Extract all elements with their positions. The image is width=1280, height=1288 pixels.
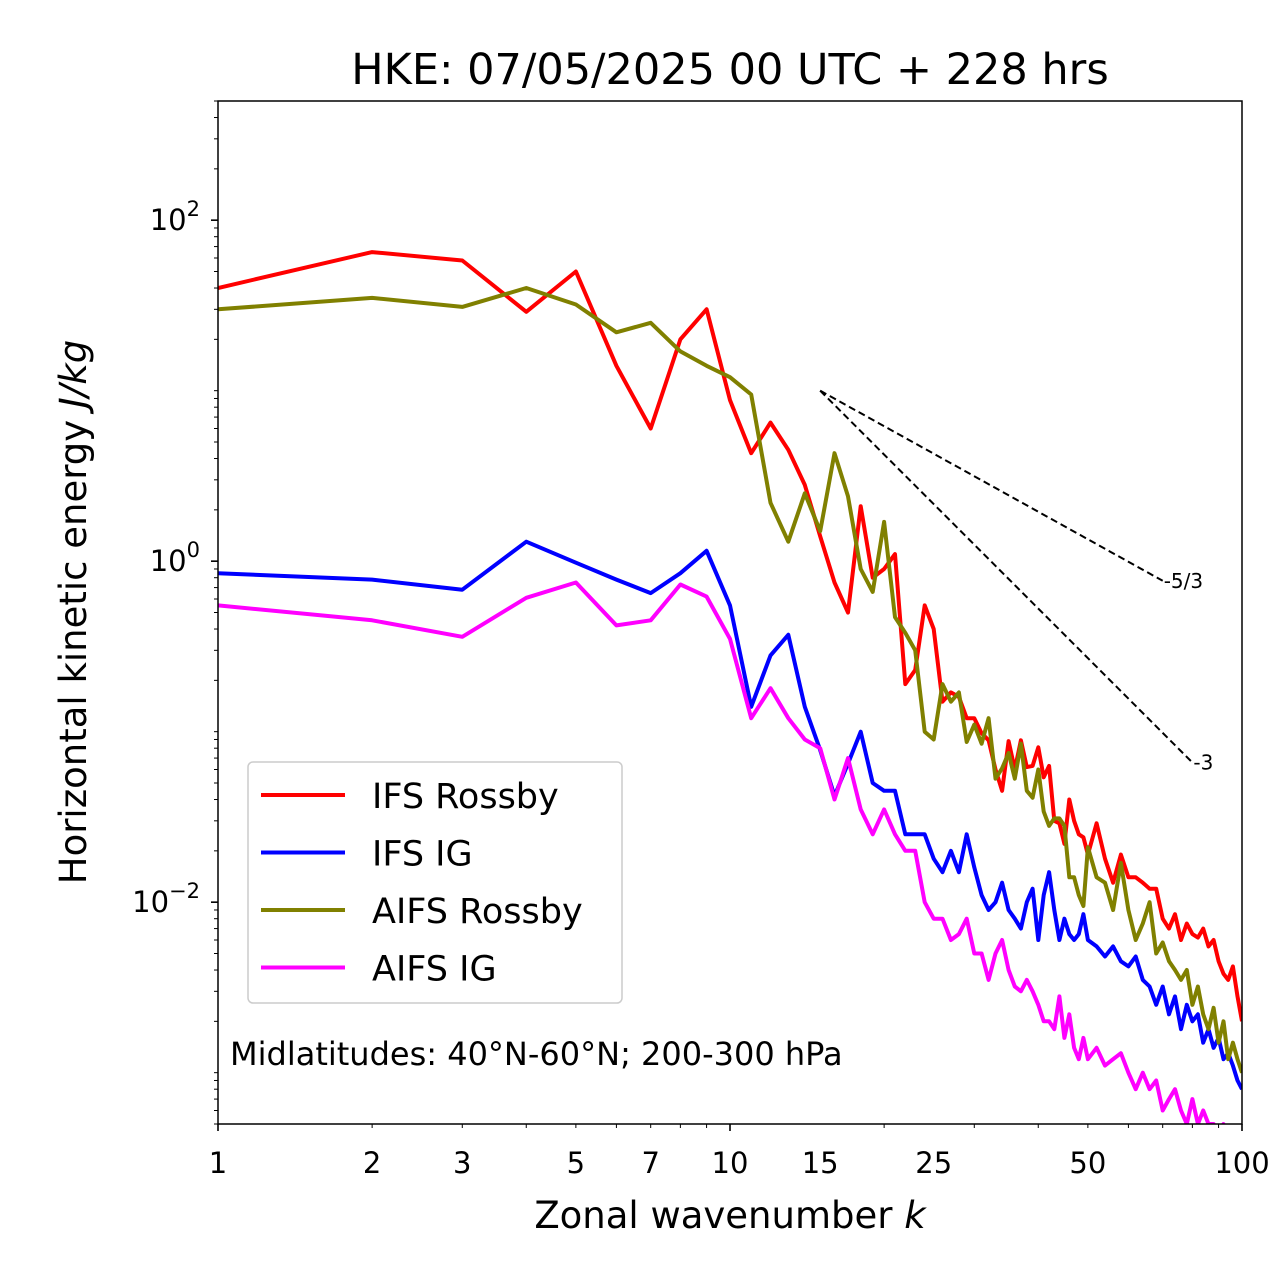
x-axis-title: Zonal wavenumber k <box>534 1194 927 1237</box>
x-axis-title-text: Zonal wavenumber <box>534 1194 893 1237</box>
reference-slopes: -5/3 -3 <box>819 389 1213 775</box>
series-line-0 <box>218 250 1242 1022</box>
plot-frame <box>217 100 1243 1125</box>
y-axis-title: Horizontal kinetic energy J/kg <box>52 340 95 884</box>
x-tick-label-5: 10 <box>712 1146 749 1180</box>
x-tick-label-2: 3 <box>453 1146 471 1180</box>
region-annotation: Midlatitudes: 40°N-60°N; 200-300 hPa <box>230 1035 843 1073</box>
x-tick-label-6: 15 <box>802 1146 839 1180</box>
slope-label-1: -3 <box>1193 751 1213 775</box>
legend-box <box>247 761 623 1004</box>
y-tick-label-1: 100 <box>150 538 200 578</box>
legend-label-1: IFS IG <box>372 835 473 875</box>
x-axis-title-variable: k <box>904 1194 927 1237</box>
series-line-2 <box>218 286 1242 1074</box>
x-tick-label-3: 5 <box>567 1146 585 1180</box>
legend-label-2: AIFS Rossby <box>372 892 583 932</box>
series-layer <box>218 250 1242 1124</box>
slope-label-0: -5/3 <box>1164 569 1203 593</box>
y-tick-label-2: 10−2 <box>132 879 200 919</box>
x-tick-label-7: 25 <box>915 1146 952 1180</box>
legend-label-0: IFS Rossby <box>372 777 559 817</box>
y-tick-label-0: 102 <box>150 197 200 237</box>
x-tick-label-1: 2 <box>363 1146 381 1180</box>
x-tick-label-4: 7 <box>641 1146 659 1180</box>
chart-title: HKE: 07/05/2025 00 UTC + 228 hrs <box>351 45 1108 95</box>
series-line-1 <box>218 539 1242 1091</box>
x-tick-label-8: 50 <box>1069 1146 1106 1180</box>
legend: IFS Rossby IFS IG AIFS Rossby AIFS IG <box>247 761 623 1004</box>
series-line-3 <box>218 580 1226 1124</box>
y-axis-title-text: Horizontal kinetic energy <box>52 420 95 884</box>
x-tick-label-9: 100 <box>1214 1146 1269 1180</box>
y-axis-title-units: J/kg <box>52 340 95 415</box>
legend-label-3: AIFS IG <box>372 950 497 990</box>
y-axis: 102 100 10−2 <box>132 100 218 1125</box>
x-tick-label-0: 1 <box>209 1146 227 1180</box>
x-axis: 1 2 3 5 7 10 15 25 50 100 <box>209 1124 1270 1180</box>
